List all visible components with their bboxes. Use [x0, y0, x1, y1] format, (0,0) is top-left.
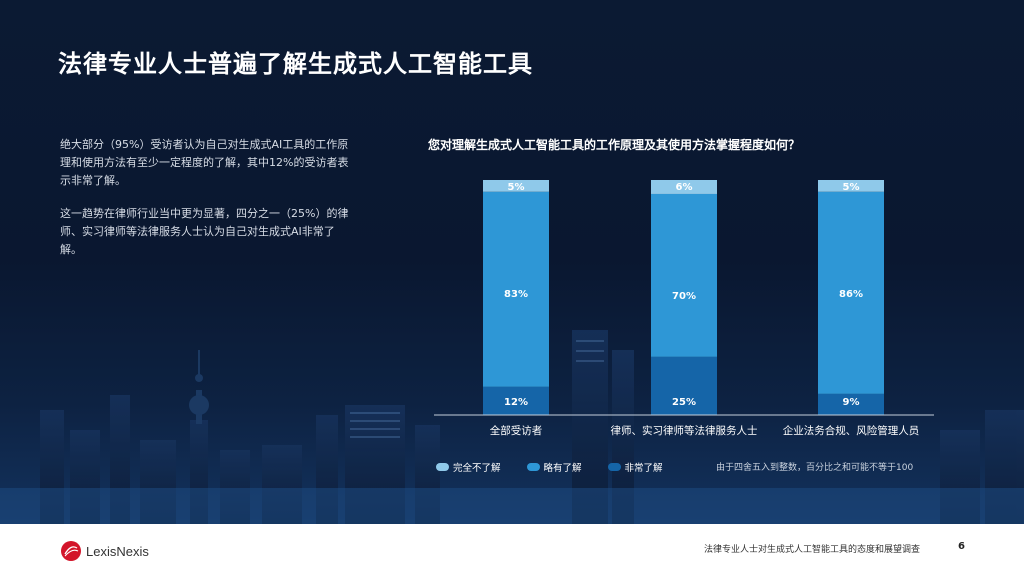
summary-paragraph-1: 绝大部分（95%）受访者认为自己对生成式AI工具的工作原理和使用方法有至少一定程…	[60, 138, 349, 187]
category-label: 企业法务合规、风险管理人员	[783, 424, 920, 437]
footer-caption: 法律专业人士对生成式人工智能工具的态度和展望调查	[704, 545, 921, 555]
category-label: 律师、实习律师等法律服务人士	[611, 424, 758, 437]
chart-legend: 完全不了解 略有了解 非常了解	[436, 460, 689, 474]
legend-item: 略有了解	[526, 460, 582, 474]
data-label: 5%	[508, 182, 525, 193]
data-label: 9%	[843, 397, 860, 408]
page-title: 法律专业人士普遍了解生成式人工智能工具	[58, 50, 533, 78]
legend-item: 完全不了解	[436, 460, 501, 474]
bar-segment	[483, 386, 549, 415]
bar-segment	[818, 393, 884, 415]
legend-label: 非常了解	[624, 463, 663, 474]
bar-segment	[651, 193, 717, 357]
data-label: 86%	[839, 289, 863, 300]
stacked-bar-chart: 12% 83% 5% 25% 70% 6% 9% 86% 5% 全部受访者 律师、实习律师等法律服…	[434, 180, 934, 437]
data-label: 25%	[672, 397, 696, 408]
chart-title: 您对理解生成式人工智能工具的工作原理及其使用方法掌握程度如何？	[428, 138, 801, 152]
data-label: 83%	[504, 289, 528, 300]
city-skyline-background	[0, 330, 1024, 524]
bar-segment	[483, 180, 549, 192]
footer: LexisNexis 法律专业人士对生成式人工智能工具的态度和展望调查 6	[0, 524, 1024, 576]
legend-swatch	[607, 463, 621, 471]
data-label: 6%	[676, 182, 693, 193]
logo-mark-icon	[61, 541, 81, 561]
category-label: 全部受访者	[490, 424, 543, 437]
bar-segment	[651, 180, 717, 194]
summary-paragraph-2: 这一趋势在律师行业当中更为显著，四分之一（25%）的律师、实习律师等法律服务人士…	[60, 207, 349, 256]
legend-swatch	[436, 463, 449, 471]
lexisnexis-logo: LexisNexis	[60, 540, 149, 562]
bar-segment	[818, 191, 884, 394]
bar-segment	[818, 180, 884, 192]
legend-label: 完全不了解	[453, 463, 501, 474]
page-number: 6	[958, 541, 965, 552]
footnote: 由于四舍五入到整数，百分比之和可能不等于100	[716, 463, 914, 473]
data-label: 5%	[843, 182, 860, 193]
legend-label: 略有了解	[543, 463, 582, 474]
legend-item: 非常了解	[607, 460, 663, 474]
data-label: 70%	[672, 291, 696, 302]
bar-segment	[651, 356, 717, 415]
data-label: 12%	[504, 397, 528, 408]
bar-segment	[483, 191, 549, 387]
legend-swatch	[526, 463, 540, 471]
logo-text: LexisNexis	[86, 543, 149, 559]
